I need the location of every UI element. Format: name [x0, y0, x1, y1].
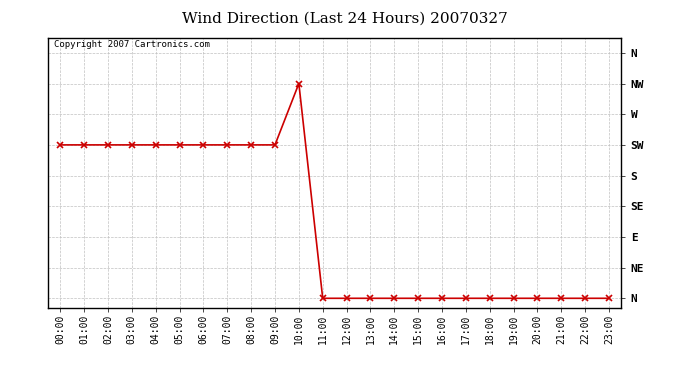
- Text: Copyright 2007 Cartronics.com: Copyright 2007 Cartronics.com: [54, 40, 210, 49]
- Text: Wind Direction (Last 24 Hours) 20070327: Wind Direction (Last 24 Hours) 20070327: [182, 11, 508, 25]
